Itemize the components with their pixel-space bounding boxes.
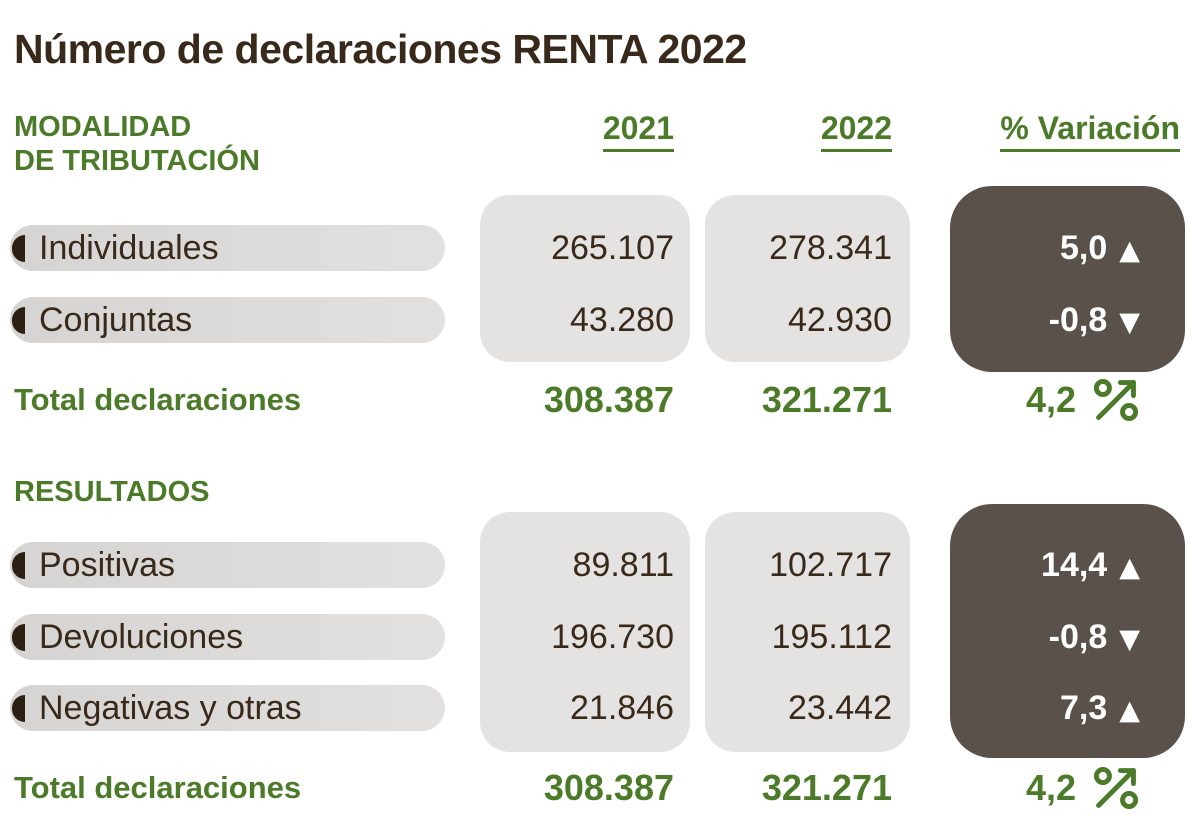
bullet-icon (12, 234, 25, 262)
value-2021: 89.811 (572, 546, 674, 584)
values-panel-2022-resultados (705, 512, 910, 752)
total-value-2021: 308.387 (543, 379, 674, 420)
table-row-negativas: Negativas y otras (10, 685, 445, 731)
values-panel-2021-resultados (480, 512, 690, 752)
percent-arrow-icon (1093, 767, 1139, 809)
value-2021: 43.280 (570, 301, 674, 339)
value-2022: 195.112 (771, 618, 892, 656)
arrow-up-icon: ▲ (1119, 695, 1140, 726)
value-2022: 42.930 (788, 301, 892, 339)
total-value-2022: 321.271 (761, 767, 892, 808)
total-variation: 4,2 (950, 376, 1185, 424)
variation-panel-resultados (950, 504, 1185, 758)
arrow-down-icon: ▼ (1119, 624, 1140, 655)
variation-value: 14,4 ▲ (1041, 546, 1140, 584)
column-header-2022: 2022 (705, 110, 910, 152)
bullet-icon (12, 306, 25, 334)
page-title: Número de declaraciones RENTA 2022 (14, 26, 747, 72)
table-row-conjuntas: Conjuntas (10, 297, 445, 343)
row-label: Individuales (39, 228, 219, 267)
variation-value: -0,8 ▼ (1048, 301, 1140, 339)
value-2021: 265.107 (551, 229, 674, 267)
table-row-positivas: Positivas (10, 542, 445, 588)
table-row-devoluciones: Devoluciones (10, 614, 445, 660)
bullet-icon (12, 623, 25, 651)
table-row-individuales: Individuales (10, 225, 445, 271)
value-2022: 23.442 (788, 689, 892, 727)
variation-value: 7,3 ▲ (1059, 689, 1140, 727)
variation-panel-modalidad (950, 186, 1185, 372)
arrow-down-icon: ▼ (1119, 307, 1140, 338)
total-row-label: Total declaraciones (14, 382, 302, 417)
values-panel-2021-modalidad (480, 195, 690, 362)
row-label: Devoluciones (39, 617, 244, 656)
column-header-modality-line1: MODALIDAD (14, 111, 192, 143)
section-heading-resultados: RESULTADOS (14, 476, 210, 508)
value-2022: 278.341 (769, 229, 892, 267)
total-row-label: Total declaraciones (14, 770, 302, 805)
percent-arrow-icon (1093, 379, 1139, 421)
arrow-up-icon: ▲ (1119, 552, 1140, 583)
column-header-modality-line2: DE TRIBUTACIÓN (14, 145, 260, 177)
column-header-modality: MODALIDAD DE TRIBUTACIÓN (14, 110, 260, 178)
row-label: Positivas (39, 545, 176, 584)
row-label: Conjuntas (39, 300, 193, 339)
value-2021: 21.846 (570, 689, 674, 727)
column-header-2021: 2021 (480, 110, 690, 152)
values-panel-2022-modalidad (705, 195, 910, 362)
variation-value: -0,8 ▼ (1048, 618, 1140, 656)
total-value-2021: 308.387 (543, 767, 674, 808)
value-2021: 196.730 (551, 618, 674, 656)
value-2022: 102.717 (769, 546, 892, 584)
column-header-variation: % Variación (950, 110, 1185, 152)
total-variation: 4,2 (950, 764, 1185, 812)
bullet-icon (12, 551, 25, 579)
row-label: Negativas y otras (39, 688, 302, 727)
variation-value: 5,0 ▲ (1059, 229, 1140, 267)
total-value-2022: 321.271 (761, 379, 892, 420)
arrow-up-icon: ▲ (1119, 235, 1140, 266)
bullet-icon (12, 694, 25, 722)
